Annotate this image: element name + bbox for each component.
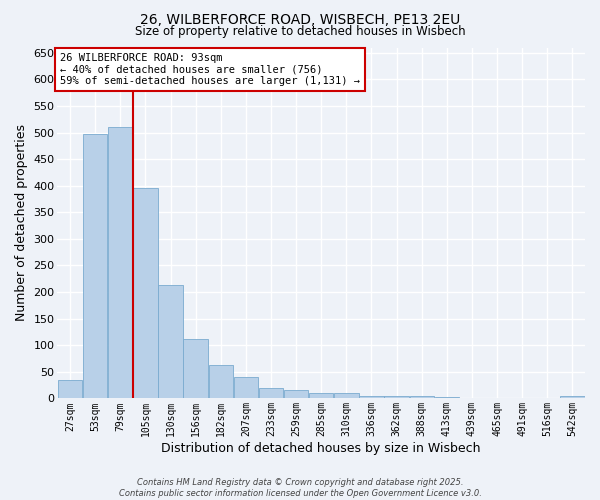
Bar [209, 366, 233, 398]
Bar [133, 188, 158, 398]
Bar [410, 396, 434, 398]
Bar [385, 396, 409, 398]
Bar [284, 390, 308, 398]
X-axis label: Distribution of detached houses by size in Wisbech: Distribution of detached houses by size … [161, 442, 481, 455]
Bar [58, 380, 82, 398]
Bar [184, 339, 208, 398]
Bar [434, 397, 459, 398]
Text: Contains HM Land Registry data © Crown copyright and database right 2025.
Contai: Contains HM Land Registry data © Crown c… [119, 478, 481, 498]
Bar [560, 396, 584, 398]
Bar [334, 393, 359, 398]
Bar [359, 396, 383, 398]
Bar [158, 285, 182, 399]
Text: 26, WILBERFORCE ROAD, WISBECH, PE13 2EU: 26, WILBERFORCE ROAD, WISBECH, PE13 2EU [140, 12, 460, 26]
Text: Size of property relative to detached houses in Wisbech: Size of property relative to detached ho… [134, 25, 466, 38]
Y-axis label: Number of detached properties: Number of detached properties [15, 124, 28, 322]
Bar [259, 388, 283, 398]
Bar [233, 377, 258, 398]
Bar [108, 128, 133, 398]
Text: 26 WILBERFORCE ROAD: 93sqm
← 40% of detached houses are smaller (756)
59% of sem: 26 WILBERFORCE ROAD: 93sqm ← 40% of deta… [60, 53, 360, 86]
Bar [83, 134, 107, 398]
Bar [309, 392, 334, 398]
